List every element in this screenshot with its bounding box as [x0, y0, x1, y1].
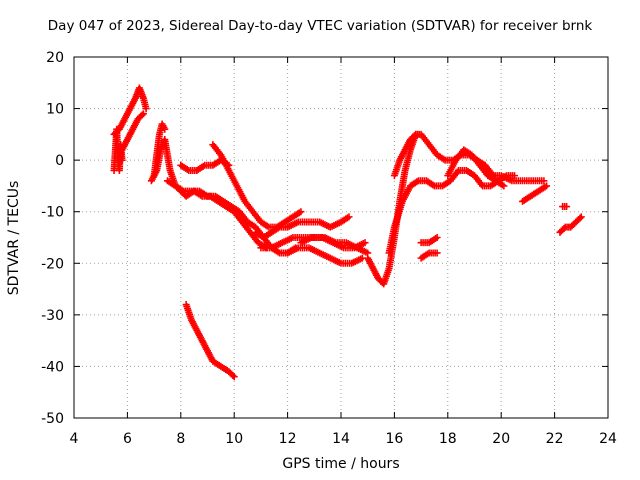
series-track-u [556, 213, 585, 236]
data-point [345, 213, 353, 221]
y-tick-label: -50 [41, 411, 64, 427]
data-point [142, 105, 150, 113]
x-tick-label: 18 [439, 431, 457, 447]
grid [74, 57, 608, 418]
series-track-j [252, 213, 353, 241]
data-point [500, 182, 508, 190]
y-tick-label: -30 [41, 308, 64, 324]
series-track-r [417, 249, 441, 262]
data-point [433, 234, 441, 241]
data-points [110, 84, 585, 381]
x-tick-label: 14 [332, 431, 350, 447]
data-point [297, 208, 305, 216]
data-point [433, 249, 441, 257]
data-point [118, 156, 126, 164]
axis-ticks: 4 6 8 10 12 14 16 18 20 22 24 -50 -40 -30 -20 -10 0 10 20 [41, 50, 617, 447]
x-axis-label: GPS time / hours [282, 456, 400, 472]
series-track-c [118, 110, 147, 154]
chart-title: Day 047 of 2023, Sidereal Day-to-day VTE… [47, 18, 593, 34]
series-track-q [417, 234, 441, 247]
series-track-h [182, 301, 238, 381]
x-tick-label: 20 [492, 431, 510, 447]
x-tick-label: 12 [279, 431, 297, 447]
data-point [577, 213, 585, 221]
y-axis-label: SDTVAR / TECUs [6, 180, 22, 296]
data-point [576, 214, 584, 222]
x-tick-label: 24 [599, 431, 617, 447]
series-track-v [559, 203, 571, 211]
y-tick-label: -10 [41, 205, 64, 221]
x-tick-label: 22 [546, 431, 564, 447]
series-track-t [519, 182, 551, 205]
y-tick-label: 20 [46, 50, 64, 66]
data-point [161, 125, 169, 133]
data-point [410, 132, 418, 140]
y-tick-label: 0 [55, 153, 64, 169]
data-point [511, 172, 519, 180]
data-point [229, 371, 237, 379]
data-point [361, 239, 369, 247]
y-tick-label: -20 [41, 256, 64, 272]
x-tick-label: 10 [225, 431, 243, 447]
x-tick-label: 6 [123, 431, 132, 447]
x-tick-label: 4 [70, 431, 79, 447]
data-point [543, 182, 551, 190]
series-track-s [444, 146, 508, 190]
data-point [138, 111, 146, 119]
data-point [563, 203, 571, 211]
series-track-b [110, 125, 126, 174]
series-track-m [297, 234, 369, 252]
series-track-i [209, 141, 305, 231]
data-point [139, 110, 147, 118]
x-tick-label: 8 [176, 431, 185, 447]
x-tick-label: 16 [385, 431, 403, 447]
series-track-p [390, 130, 420, 180]
y-tick-label: -40 [41, 359, 64, 375]
data-point [412, 130, 420, 138]
series-track-o [385, 166, 519, 257]
data-point [230, 373, 238, 381]
series-track-e [150, 120, 169, 180]
y-tick-label: 10 [46, 102, 64, 118]
series-track-n [364, 130, 548, 288]
data-point [540, 177, 548, 185]
